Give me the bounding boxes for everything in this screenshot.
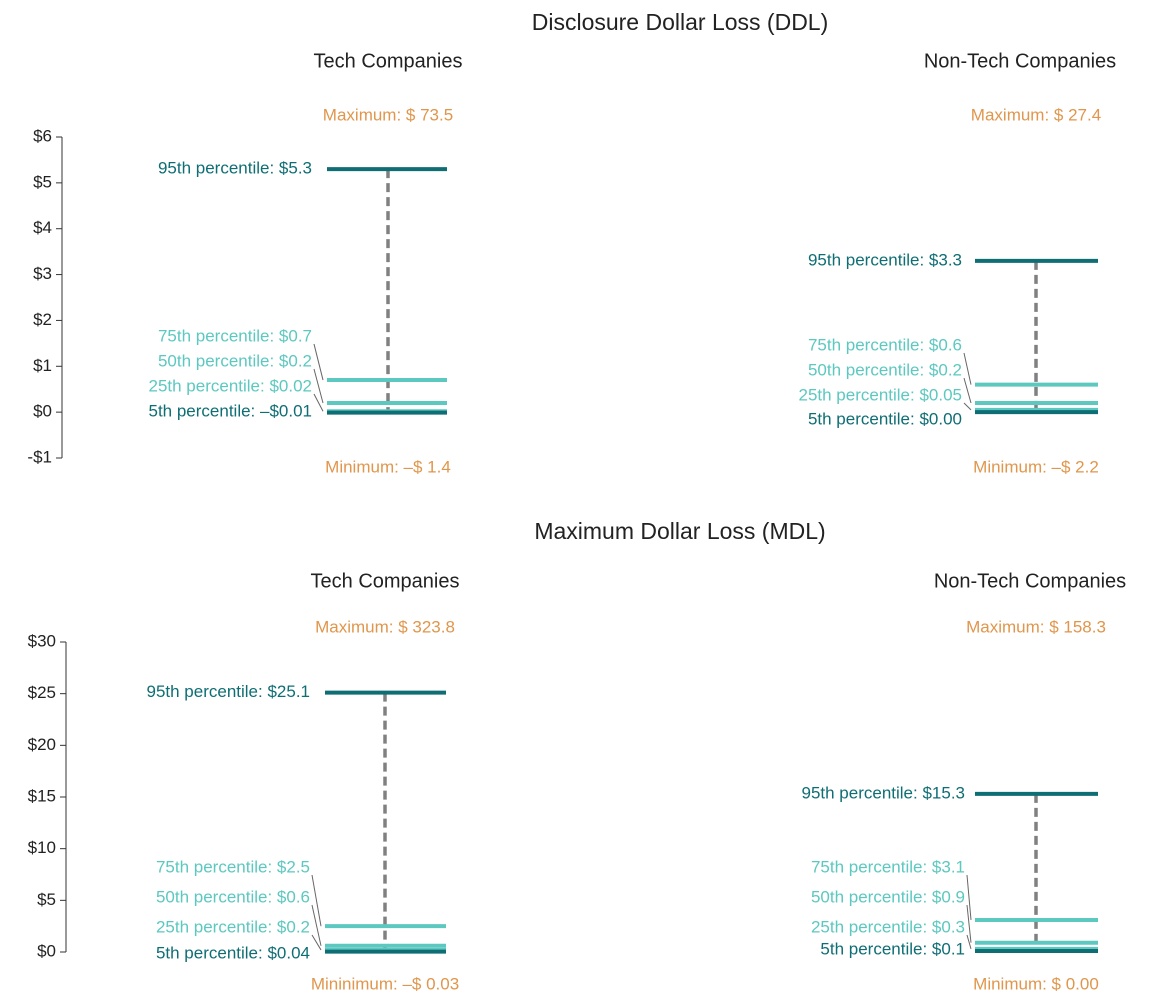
percentile-label: 75th percentile: $2.5 [156, 857, 310, 876]
section-title: Maximum Dollar Loss (MDL) [534, 518, 825, 544]
percentile-label: 5th percentile: $0.1 [820, 939, 965, 958]
panel-title: Tech Companies [311, 570, 460, 592]
percentile-label: 75th percentile: $0.6 [808, 335, 962, 354]
y-tick-label: $25 [28, 683, 56, 702]
percentile-label: 25th percentile: $0.2 [156, 917, 310, 936]
percentile-label: 25th percentile: $0.3 [811, 917, 965, 936]
min-annotation: Minimum: –$ 1.4 [325, 457, 451, 476]
percentile-label: 75th percentile: $3.1 [811, 857, 965, 876]
min-annotation: Minimum: $ 0.00 [973, 974, 1099, 993]
y-tick-label: $3 [33, 264, 52, 283]
leader-line [966, 874, 972, 921]
y-tick-label: $4 [33, 218, 52, 237]
max-annotation: Maximum: $ 27.4 [971, 105, 1101, 124]
leader-line [966, 904, 972, 943]
percentile-label: 75th percentile: $0.7 [158, 326, 312, 345]
leader-line [313, 343, 324, 381]
percentile-label: 50th percentile: $0.6 [156, 887, 310, 906]
y-tick-label: $6 [33, 126, 52, 145]
min-annotation: Minimum: –$ 2.2 [973, 457, 1099, 476]
leader-line [313, 368, 324, 404]
leader-line [963, 352, 972, 385]
y-tick-label: $20 [28, 735, 56, 754]
y-tick-label: $10 [28, 838, 56, 857]
y-tick-label: $1 [33, 356, 52, 375]
max-annotation: Maximum: $ 323.8 [315, 617, 455, 636]
percentile-label: 50th percentile: $0.2 [158, 351, 312, 370]
min-annotation: Mininimum: –$ 0.03 [311, 974, 459, 993]
percentile-label: 5th percentile: –$0.01 [148, 401, 312, 420]
percentile-label: 95th percentile: $15.3 [801, 783, 965, 802]
panel-title: Tech Companies [314, 50, 463, 72]
panel-title: Non-Tech Companies [924, 50, 1116, 72]
percentile-label: 50th percentile: $0.9 [811, 887, 965, 906]
percentile-label: 25th percentile: $0.02 [148, 376, 312, 395]
percentile-label: 95th percentile: $3.3 [808, 250, 962, 269]
y-tick-label: $30 [28, 631, 56, 650]
percentile-label: 25th percentile: $0.05 [798, 385, 962, 404]
y-tick-label: $5 [37, 890, 56, 909]
y-tick-label: $0 [37, 941, 56, 960]
percentile-label: 95th percentile: $25.1 [146, 682, 310, 701]
panel-title: Non-Tech Companies [934, 570, 1126, 592]
percentile-label: 5th percentile: $0.04 [156, 943, 310, 962]
section-title: Disclosure Dollar Loss (DDL) [532, 9, 829, 35]
percentile-label: 5th percentile: $0.00 [808, 409, 962, 428]
y-tick-label: $5 [33, 172, 52, 191]
y-tick-label: $15 [28, 786, 56, 805]
y-tick-label: $2 [33, 310, 52, 329]
y-tick-label: $0 [33, 402, 52, 421]
leader-line [963, 377, 972, 404]
max-annotation: Maximum: $ 158.3 [966, 617, 1106, 636]
max-annotation: Maximum: $ 73.5 [323, 105, 453, 124]
leader-line [313, 393, 324, 412]
leader-line [311, 904, 322, 946]
y-tick-label: -$1 [27, 447, 52, 466]
percentile-label: 95th percentile: $5.3 [158, 159, 312, 178]
leader-line [311, 874, 322, 927]
percentile-label: 50th percentile: $0.2 [808, 360, 962, 379]
leader-line [963, 402, 972, 411]
leader-line [311, 934, 322, 951]
leader-line [966, 934, 972, 950]
